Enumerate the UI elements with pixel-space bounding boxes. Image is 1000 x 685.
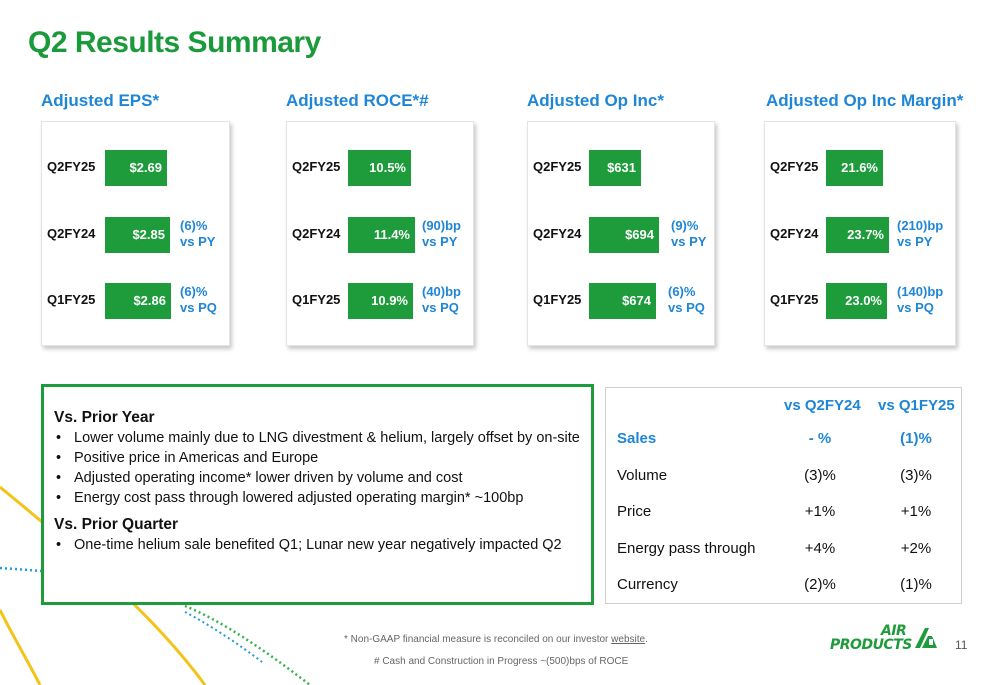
value-bar: $674 [589, 283, 656, 319]
metric-title-op-inc-margin: Adjusted Op Inc Margin* [766, 91, 964, 110]
dotted-arc-cyan [0, 566, 42, 573]
cell-value: (1)% [900, 430, 932, 447]
table-row-sales: Sales - % (1)% [606, 430, 961, 452]
row-label: Q2FY24 [47, 226, 96, 241]
list-item: One-time helium sale benefited Q1; Lunar… [54, 535, 591, 555]
row-label: Q2FY25 [292, 159, 341, 174]
value-bar: $694 [589, 217, 659, 253]
value-bar: 23.0% [826, 283, 887, 319]
metric-row: Q2FY24 $2.85 (6)% vs PY [42, 217, 229, 253]
cell-value: (2)% [804, 576, 836, 593]
row-label: Price [617, 503, 652, 520]
delta-label: (6)% vs PQ [668, 284, 705, 315]
delta-label: (6)% vs PY [180, 218, 216, 249]
value-bar: 10.5% [348, 150, 411, 186]
column-header-vs-q1fy25: vs Q1FY25 [878, 397, 955, 414]
cell-value: (1)% [900, 576, 932, 593]
row-label: Q2FY25 [47, 159, 96, 174]
list-item: Adjusted operating income* lower driven … [54, 468, 591, 488]
delta-label: (9)% vs PY [671, 218, 707, 249]
metric-title-eps: Adjusted EPS* [41, 91, 160, 110]
row-label: Q1FY25 [770, 292, 819, 307]
row-label: Q2FY25 [533, 159, 582, 174]
list-item: Positive price in Americas and Europe [54, 448, 591, 468]
prior-year-list: Lower volume mainly due to LNG divestmen… [54, 428, 591, 508]
delta-label: (40)bp vs PQ [422, 284, 461, 315]
row-label: Q2FY24 [533, 226, 582, 241]
metric-row: Q1FY25 $2.86 (6)% vs PQ [42, 283, 229, 319]
investor-website-link[interactable]: website [611, 634, 646, 645]
table-row-price: Price +1% +1% [606, 503, 961, 525]
metric-title-roce: Adjusted ROCE*# [286, 91, 429, 110]
cell-value: +1% [804, 503, 836, 520]
value-bar: 23.7% [826, 217, 889, 253]
row-label: Sales [617, 430, 657, 447]
variance-table: vs Q2FY24 vs Q1FY25 Sales - % (1)% Volum… [605, 387, 962, 604]
dotted-arc-green [184, 604, 311, 685]
metric-row: Q1FY25 10.9% (40)bp vs PQ [287, 283, 473, 319]
delta-label: (140)bp vs PQ [897, 284, 944, 315]
prior-year-heading: Vs. Prior Year [54, 409, 155, 426]
column-header-vs-q2fy24: vs Q2FY24 [784, 397, 861, 414]
cell-value: +4% [804, 540, 836, 557]
metric-row: Q1FY25 $674 (6)% vs PQ [528, 283, 714, 319]
page-title: Q2 Results Summary [28, 26, 321, 59]
prior-quarter-list: One-time helium sale benefited Q1; Lunar… [54, 535, 591, 555]
metric-card-eps: Q2FY25 $2.69 Q2FY24 $2.85 (6)% vs PY Q1FY… [41, 121, 230, 346]
row-label: Q2FY25 [770, 159, 819, 174]
cell-value: +1% [900, 503, 932, 520]
list-item: Energy cost pass through lowered adjuste… [54, 488, 591, 508]
metric-title-op-inc: Adjusted Op Inc* [527, 91, 664, 110]
cell-value: +2% [900, 540, 932, 557]
value-bar: 21.6% [826, 150, 883, 186]
metric-card-op-inc-margin: Q2FY25 21.6% Q2FY24 23.7% (210)bp vs PY Q… [764, 121, 956, 346]
metric-card-op-inc: Q2FY25 $631 Q2FY24 $694 (9)% vs PY Q1FY25… [527, 121, 715, 346]
row-label: Q1FY25 [47, 292, 96, 307]
summary-box: Vs. Prior Year Lower volume mainly due t… [41, 384, 594, 605]
row-label: Volume [617, 467, 668, 484]
row-label: Q2FY24 [292, 226, 341, 241]
metric-row: Q1FY25 23.0% (140)bp vs PQ [765, 283, 955, 319]
prior-quarter-heading: Vs. Prior Quarter [54, 516, 179, 533]
cell-value: (3)% [900, 467, 932, 484]
value-bar: 10.9% [348, 283, 413, 319]
footnote-non-gaap: * Non-GAAP financial measure is reconcil… [344, 634, 648, 645]
row-label: Q1FY25 [292, 292, 341, 307]
value-bar: 11.4% [348, 217, 415, 253]
logo-triangle-icon [915, 628, 937, 648]
cell-value: (3)% [804, 467, 836, 484]
delta-label: (210)bp vs PY [897, 218, 944, 249]
table-row-energy-pass-through: Energy pass through +4% +2% [606, 540, 961, 562]
air-products-logo: AIR PRODUCTS [830, 623, 940, 655]
row-label: Currency [617, 576, 678, 593]
table-row-currency: Currency (2)% (1)% [606, 576, 961, 598]
yellow-arc-lower [0, 609, 42, 685]
value-bar: $2.85 [105, 217, 170, 253]
list-item: Lower volume mainly due to LNG divestmen… [54, 428, 591, 448]
metric-row: Q2FY24 11.4% (90)bp vs PY [287, 217, 473, 253]
metric-row: Q2FY25 10.5% [287, 150, 473, 186]
cell-value: - % [808, 430, 832, 447]
footnote-cip: # Cash and Construction in Progress ~(50… [374, 656, 629, 667]
value-bar: $2.69 [105, 150, 167, 186]
metric-row: Q2FY25 21.6% [765, 150, 955, 186]
row-label: Q2FY24 [770, 226, 819, 241]
metric-row: Q2FY25 $2.69 [42, 150, 229, 186]
delta-label: (90)bp vs PY [422, 218, 461, 249]
row-label: Energy pass through [617, 540, 756, 557]
delta-label: (6)% vs PQ [180, 284, 217, 315]
page-number: 11 [955, 638, 968, 652]
row-label: Q1FY25 [533, 292, 582, 307]
value-bar: $2.86 [105, 283, 171, 319]
value-bar: $631 [589, 150, 641, 186]
metric-row: Q2FY25 $631 [528, 150, 714, 186]
dotted-arc-cyan-2 [184, 611, 263, 663]
metric-row: Q2FY24 $694 (9)% vs PY [528, 217, 714, 253]
table-row-volume: Volume (3)% (3)% [606, 467, 961, 489]
metric-row: Q2FY24 23.7% (210)bp vs PY [765, 217, 955, 253]
metric-card-roce: Q2FY25 10.5% Q2FY24 11.4% (90)bp vs PY Q1… [286, 121, 474, 346]
